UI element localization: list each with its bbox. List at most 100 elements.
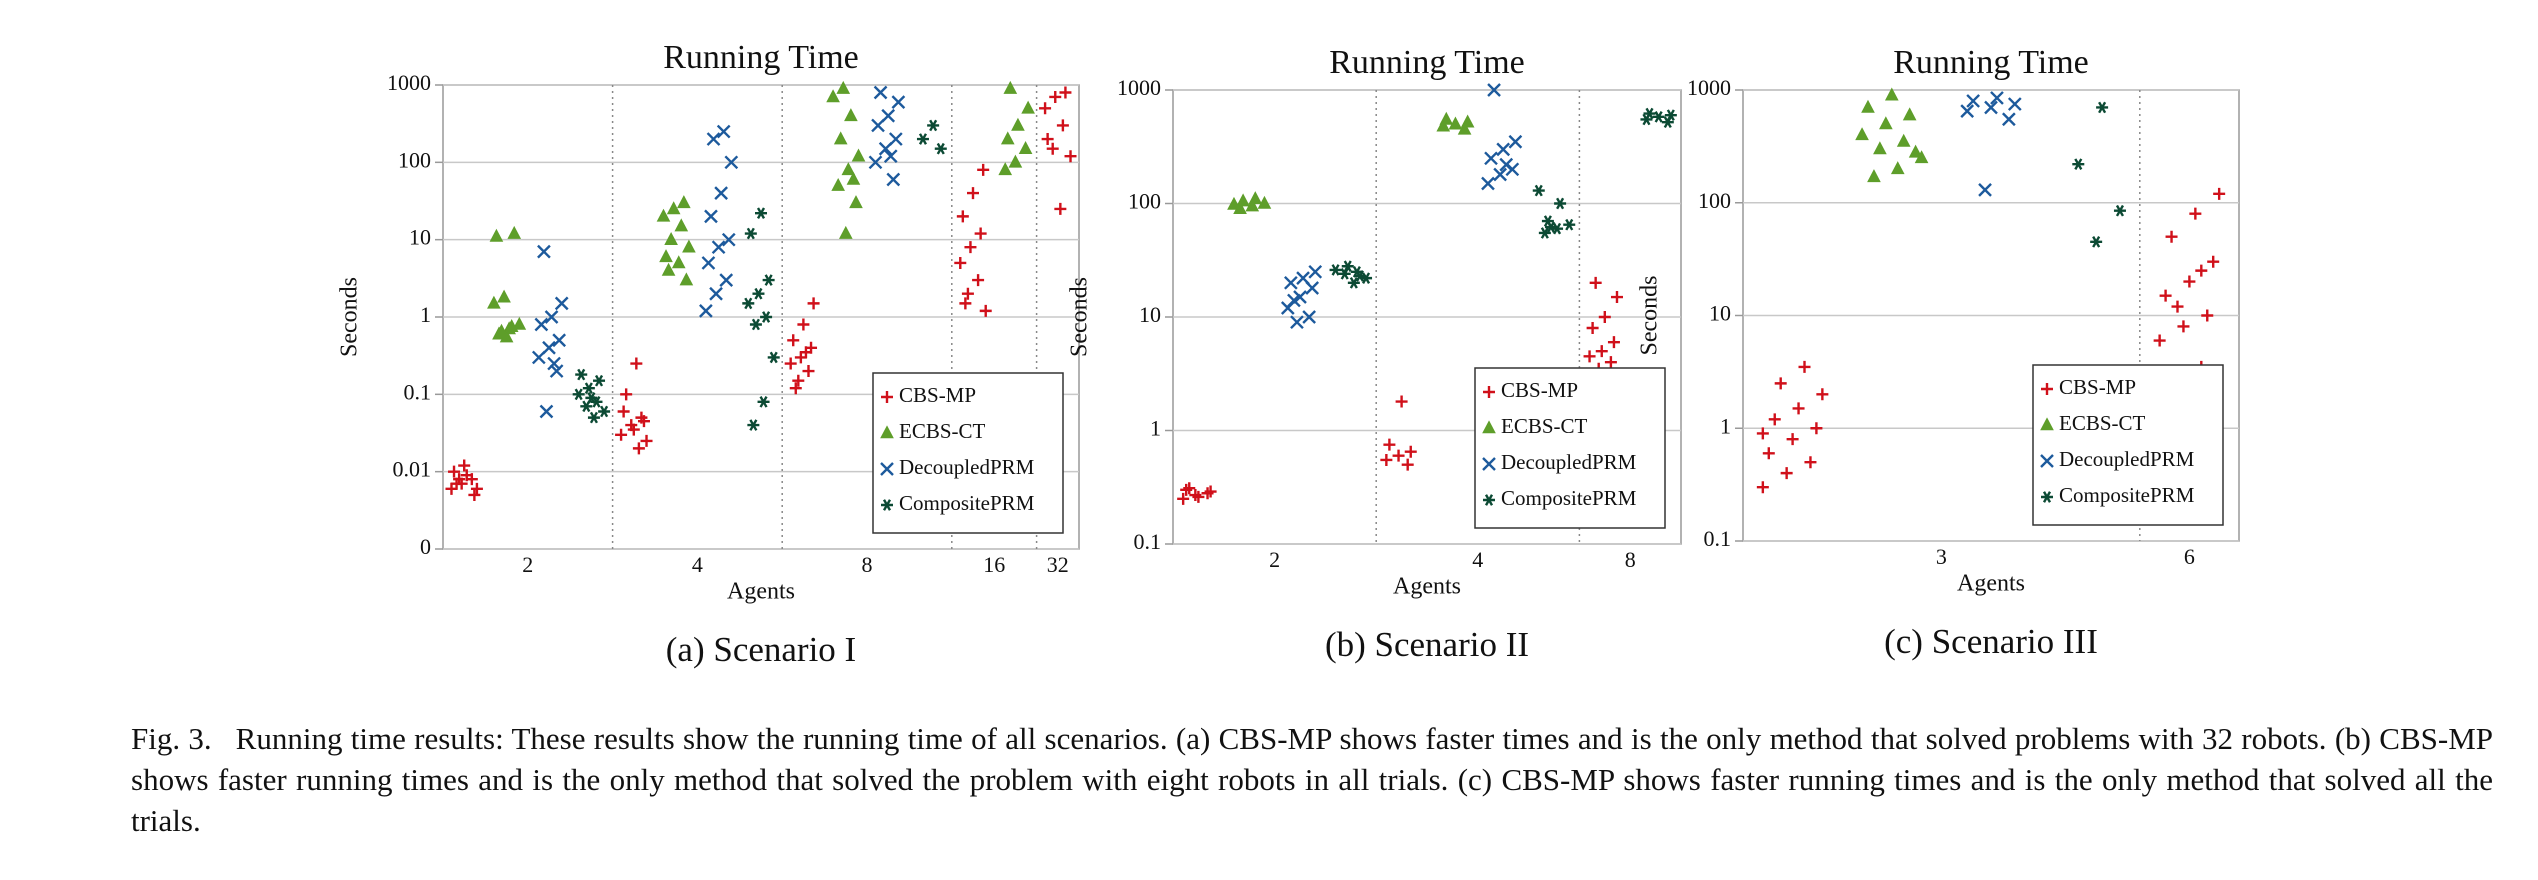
legend-box bbox=[2032, 364, 2224, 526]
x-tick-label: 8 bbox=[1625, 547, 1636, 572]
data-point bbox=[542, 340, 556, 355]
legend-label: DecoupledPRM bbox=[899, 455, 1035, 479]
data-point bbox=[671, 255, 686, 269]
data-point bbox=[1192, 490, 1205, 503]
y-tick-label: 1 bbox=[420, 302, 431, 327]
data-point bbox=[1538, 227, 1551, 239]
data-point bbox=[627, 423, 640, 436]
data-point bbox=[1544, 221, 1557, 233]
legend-box bbox=[872, 372, 1064, 534]
data-point bbox=[760, 311, 773, 323]
data-point bbox=[1448, 116, 1463, 130]
data-point bbox=[916, 133, 929, 145]
data-point bbox=[838, 225, 853, 239]
data-point bbox=[967, 187, 979, 200]
data-point bbox=[1392, 449, 1405, 462]
data-point bbox=[836, 80, 851, 94]
y-tick-label: 100 bbox=[398, 147, 431, 172]
data-point bbox=[888, 132, 903, 146]
data-point bbox=[1607, 336, 1620, 349]
data-point bbox=[2207, 255, 2220, 268]
legend-marker bbox=[2041, 383, 2053, 395]
data-point bbox=[742, 297, 755, 310]
data-point bbox=[1532, 184, 1545, 197]
data-point bbox=[1204, 485, 1217, 498]
data-point bbox=[1021, 100, 1035, 114]
legend-label: CompositePRM bbox=[2059, 483, 2195, 507]
data-point bbox=[1049, 90, 1062, 103]
data-point bbox=[615, 428, 628, 441]
data-point bbox=[470, 482, 483, 495]
panel-caption: (c) Scenario III bbox=[1884, 622, 2098, 661]
data-point bbox=[1756, 481, 1769, 494]
x-axis-label: Agents bbox=[1393, 574, 1461, 600]
data-point bbox=[1248, 191, 1263, 205]
data-point bbox=[1890, 161, 1905, 175]
data-point bbox=[1436, 118, 1451, 132]
legend-marker bbox=[2040, 417, 2054, 431]
x-tick-label: 3 bbox=[1936, 544, 1947, 569]
data-point bbox=[1401, 458, 1414, 471]
y-tick-label: 0 bbox=[420, 534, 431, 559]
data-point bbox=[883, 149, 898, 164]
data-point bbox=[2002, 112, 2016, 127]
data-point bbox=[886, 172, 901, 187]
legend-label: CBS-MP bbox=[2059, 375, 2136, 399]
data-point bbox=[2072, 158, 2085, 170]
figure-caption: Fig. 3. Running time results: These resul… bbox=[131, 718, 2493, 841]
data-point bbox=[747, 419, 760, 431]
data-point bbox=[1810, 422, 1823, 435]
y-axis-label: Seconds bbox=[1067, 277, 1093, 357]
legend-label: CBS-MP bbox=[899, 383, 976, 407]
x-tick-label: 16 bbox=[983, 552, 1005, 577]
data-point bbox=[934, 142, 947, 155]
x-tick-label: 4 bbox=[692, 552, 703, 577]
data-point bbox=[1583, 350, 1596, 363]
data-point bbox=[544, 310, 559, 324]
legend-marker bbox=[880, 425, 894, 439]
y-tick-label: 1000 bbox=[387, 70, 431, 95]
data-point bbox=[964, 241, 977, 254]
data-point bbox=[656, 208, 671, 222]
data-point bbox=[1064, 150, 1077, 163]
data-point bbox=[512, 316, 527, 330]
data-point bbox=[972, 274, 985, 287]
data-point bbox=[844, 108, 858, 122]
data-point bbox=[1177, 492, 1190, 505]
data-point bbox=[1768, 413, 1781, 426]
data-point bbox=[637, 415, 650, 428]
data-point bbox=[458, 459, 471, 472]
y-tick-label: 1 bbox=[1150, 416, 1161, 441]
data-point bbox=[1990, 91, 2004, 105]
legend-label: DecoupledPRM bbox=[1501, 450, 1637, 474]
data-point bbox=[1908, 144, 1923, 158]
data-point bbox=[1652, 111, 1665, 123]
data-point bbox=[677, 195, 691, 209]
data-point bbox=[2165, 230, 2178, 243]
data-point bbox=[757, 396, 770, 408]
data-point bbox=[1296, 271, 1310, 285]
data-point bbox=[1003, 80, 1018, 94]
x-tick-label: 6 bbox=[2184, 544, 2195, 569]
data-point bbox=[1046, 142, 1059, 155]
data-point bbox=[1792, 402, 1805, 415]
data-point bbox=[1960, 104, 1975, 118]
data-point bbox=[1054, 202, 1067, 215]
data-point bbox=[1011, 117, 1025, 131]
y-tick-label: 0.1 bbox=[1704, 526, 1732, 551]
data-point bbox=[721, 232, 736, 247]
data-point bbox=[701, 256, 716, 270]
data-point bbox=[961, 287, 974, 300]
data-point bbox=[714, 186, 728, 200]
legend-label: ECBS-CT bbox=[899, 419, 986, 443]
data-point bbox=[1816, 388, 1829, 401]
data-point bbox=[1780, 467, 1793, 480]
y-tick-label: 100 bbox=[1698, 188, 1731, 213]
data-point bbox=[453, 473, 466, 486]
data-point bbox=[1493, 167, 1507, 182]
legend-marker bbox=[881, 499, 893, 511]
legend-label: CompositePRM bbox=[899, 491, 1035, 515]
data-point bbox=[719, 273, 734, 287]
legend-marker bbox=[1482, 457, 1496, 471]
y-tick-label: 1000 bbox=[1117, 75, 1161, 100]
